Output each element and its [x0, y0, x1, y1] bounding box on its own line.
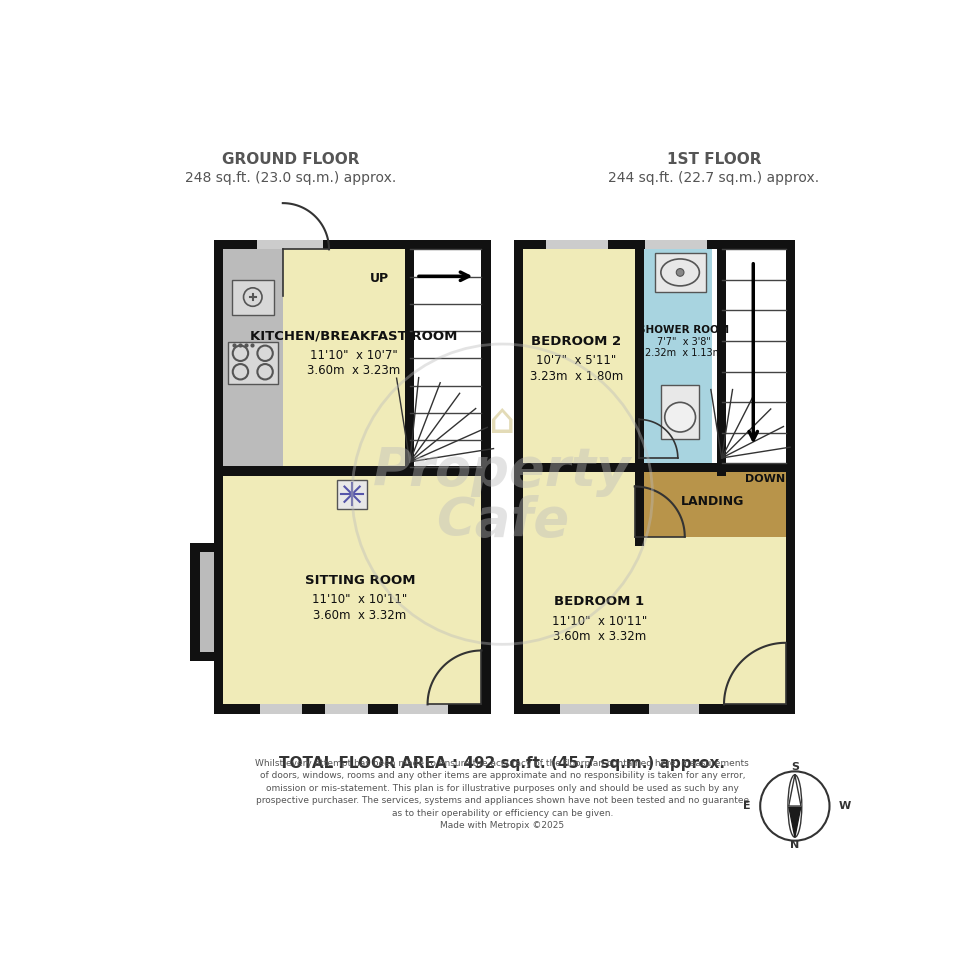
Bar: [786, 240, 795, 714]
Text: Whilst every attempt has been made to ensure the accuracy of the floorplan conta: Whilst every attempt has been made to en…: [256, 759, 749, 830]
Bar: [214, 467, 491, 475]
Bar: [721, 249, 786, 468]
Text: 1ST FLOOR: 1ST FLOOR: [666, 152, 761, 167]
Bar: [222, 249, 481, 704]
Text: 3.60m  x 3.32m: 3.60m x 3.32m: [553, 630, 646, 643]
Bar: [232, 281, 274, 315]
Text: ⌂: ⌂: [489, 400, 515, 442]
Ellipse shape: [664, 402, 696, 432]
Bar: [190, 543, 200, 661]
Text: 2.32m  x 1.13m: 2.32m x 1.13m: [646, 349, 722, 358]
Text: 11'10"  x 10'7": 11'10" x 10'7": [310, 349, 398, 362]
Text: Property: Property: [373, 445, 631, 497]
Polygon shape: [789, 775, 801, 806]
Text: E: E: [744, 801, 751, 811]
Bar: [514, 240, 523, 714]
Bar: [410, 249, 481, 471]
Bar: [514, 704, 795, 714]
Bar: [190, 543, 222, 552]
Bar: [649, 704, 699, 714]
Text: 3.23m  x 1.80m: 3.23m x 1.80m: [529, 370, 623, 383]
Bar: [646, 240, 708, 249]
Bar: [214, 704, 491, 714]
Bar: [406, 240, 415, 471]
Text: UP: UP: [369, 272, 389, 285]
Text: SHOWER ROOM: SHOWER ROOM: [638, 325, 729, 335]
Text: LANDING: LANDING: [681, 496, 744, 508]
Bar: [190, 652, 222, 661]
Text: GROUND FLOOR: GROUND FLOOR: [221, 152, 360, 167]
Text: KITCHEN/BREAKFAST ROOM: KITCHEN/BREAKFAST ROOM: [250, 330, 458, 343]
Text: BEDROOM 1: BEDROOM 1: [555, 595, 644, 609]
Text: 244 sq.ft. (22.7 sq.m.) approx.: 244 sq.ft. (22.7 sq.m.) approx.: [609, 171, 819, 185]
Bar: [656, 253, 706, 291]
Bar: [514, 463, 639, 471]
Bar: [717, 240, 726, 476]
Text: 11'10"  x 10'11": 11'10" x 10'11": [313, 593, 408, 606]
Bar: [635, 240, 644, 468]
Bar: [514, 240, 795, 249]
Bar: [481, 240, 491, 714]
Text: S: S: [791, 762, 799, 772]
Text: N: N: [790, 840, 800, 850]
Text: W: W: [839, 801, 851, 811]
Text: BEDROOM 2: BEDROOM 2: [531, 335, 621, 349]
Bar: [228, 342, 278, 384]
Bar: [635, 468, 644, 545]
Bar: [546, 240, 608, 249]
Text: 248 sq.ft. (23.0 sq.m.) approx.: 248 sq.ft. (23.0 sq.m.) approx.: [185, 171, 396, 185]
Bar: [325, 704, 368, 714]
Bar: [523, 468, 786, 704]
Bar: [639, 463, 795, 471]
Circle shape: [676, 269, 684, 277]
Text: DOWN: DOWN: [745, 473, 785, 484]
Text: 3.60m  x 3.32m: 3.60m x 3.32m: [314, 609, 407, 621]
Bar: [398, 704, 449, 714]
Text: 7'7"  x 3'8": 7'7" x 3'8": [657, 337, 710, 347]
Text: 10'7"  x 5'11": 10'7" x 5'11": [536, 355, 616, 367]
Bar: [190, 552, 222, 652]
Polygon shape: [789, 806, 801, 838]
Bar: [523, 249, 639, 468]
Text: 3.60m  x 3.23m: 3.60m x 3.23m: [307, 364, 400, 378]
Bar: [639, 249, 712, 468]
Bar: [260, 704, 302, 714]
Bar: [214, 240, 491, 249]
Bar: [661, 385, 700, 438]
Text: SITTING ROOM: SITTING ROOM: [305, 574, 416, 587]
Bar: [258, 240, 322, 249]
Bar: [560, 704, 611, 714]
Bar: [337, 479, 367, 508]
Bar: [639, 468, 786, 537]
Bar: [222, 249, 283, 471]
Text: TOTAL FLOOR AREA : 492 sq.ft. (45.7 sq.m.) approx.: TOTAL FLOOR AREA : 492 sq.ft. (45.7 sq.m…: [279, 756, 725, 771]
Text: 11'10"  x 10'11": 11'10" x 10'11": [552, 615, 647, 627]
Bar: [214, 240, 222, 714]
Text: Cafe: Cafe: [436, 495, 568, 547]
